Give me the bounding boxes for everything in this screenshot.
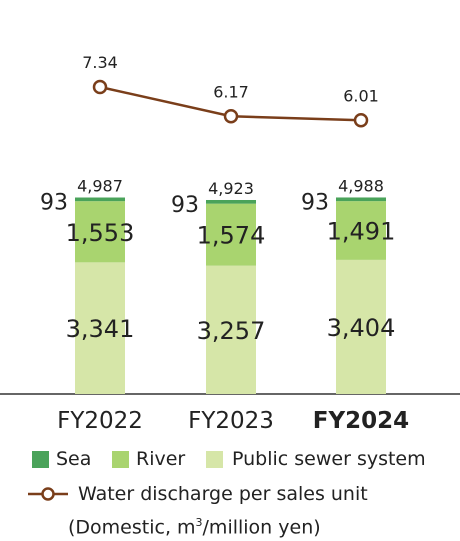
legend-unit-sup: 3 (195, 516, 203, 529)
tick-label-FY2024: FY2024 (313, 408, 409, 434)
data-label-river-FY2024: 1,491 (327, 218, 396, 246)
line-label-FY2024: 6.01 (343, 86, 379, 105)
data-label-river-FY2023: 1,574 (197, 222, 266, 250)
bar-river-FY2022 (75, 201, 125, 263)
bar-sea-FY2023 (206, 199, 256, 204)
legend-bars: Sea River Public sewer system (0, 446, 460, 474)
data-label-sea-FY2022: 93 (40, 191, 68, 216)
bar-river-FY2023 (206, 203, 256, 266)
data-label-public-sewer-FY2022: 3,341 (66, 315, 135, 343)
data-label-sea-FY2023: 93 (171, 193, 199, 218)
line-label-FY2023: 6.17 (213, 82, 249, 101)
line-point-FY2024 (353, 113, 369, 128)
tick-label-FY2023: FY2023 (188, 408, 274, 434)
legend-swatch-river (112, 451, 129, 468)
data-label-total-FY2023: 4,923 (208, 179, 254, 198)
legend-line-marker-icon (28, 487, 68, 501)
bar-sea-FY2022 (75, 197, 125, 202)
data-label-river-FY2022: 1,553 (66, 219, 135, 247)
legend-label-line: Water discharge per sales unit (78, 483, 368, 505)
data-label-total-FY2024: 4,988 (338, 176, 384, 195)
data-label-public-sewer-FY2023: 3,257 (197, 317, 266, 345)
legend-label-line-unit: (Domestic, m3/million yen) (68, 509, 321, 541)
bar-public-sewer-system-FY2024 (336, 259, 386, 394)
line-point-FY2022 (92, 79, 108, 95)
bar-river-FY2024 (336, 201, 386, 260)
line-label-FY2022: 7.34 (82, 53, 118, 72)
legend-unit-part1: (Domestic, m (68, 516, 196, 539)
bar-public-sewer-system-FY2022 (75, 262, 125, 394)
line-point-FY2023 (223, 109, 239, 124)
stacked-bar-chart: 3,341 1,553 93 4,987 FY2022 3,257 1,574 93 4,923… (0, 53, 460, 434)
data-label-total-FY2022: 4,987 (77, 177, 123, 196)
legend-swatch-sea (32, 451, 49, 468)
legend-unit-part2: /million yen) (202, 516, 321, 539)
legend-swatch-public-sewer (206, 451, 223, 468)
legend-line: Water discharge per sales unit (Domestic… (0, 481, 460, 538)
data-label-public-sewer-FY2024: 3,404 (327, 314, 396, 342)
tick-label-FY2022: FY2022 (57, 408, 143, 434)
bar-public-sewer-system-FY2023 (206, 265, 256, 394)
legend-label-public-sewer: Public sewer system (232, 448, 426, 470)
legend-label-river: River (136, 448, 186, 470)
legend-label-sea: Sea (56, 448, 92, 470)
data-label-sea-FY2024: 93 (301, 190, 329, 215)
bar-sea-FY2024 (336, 197, 386, 202)
